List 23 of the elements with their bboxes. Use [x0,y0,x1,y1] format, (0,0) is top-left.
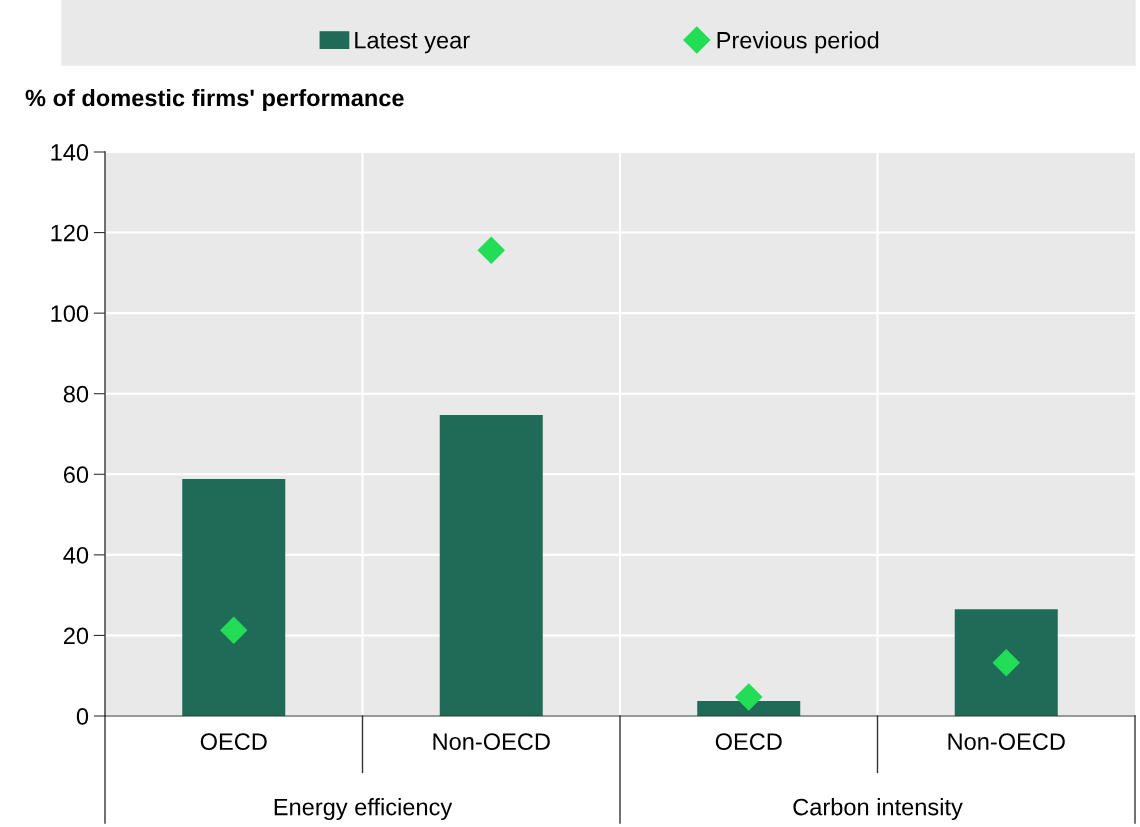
legend-label: Previous period [717,31,879,54]
x-tick-label: OECD [715,733,782,751]
bar [182,479,286,716]
y-tick-label: 60 [63,466,89,484]
text: Energy efficiency [274,798,453,821]
text: Carbon intensity [793,798,963,821]
bar [954,609,1058,716]
point [477,236,505,264]
y-tick-label: 0 [76,708,89,725]
legend-label: Latest year [355,32,470,54]
y-tick-label: 120 [51,224,89,242]
x-tick-label: Non-OECD [433,733,550,751]
point [220,616,248,644]
y-tick-label: 20 [63,627,89,645]
y-tick-label: 140 [51,144,89,161]
y-axis-title: % of domestic firms' performance [25,89,404,111]
bar [439,415,543,716]
x-tick-label: OECD [200,733,267,751]
point [735,683,763,711]
y-tick-label: 100 [51,305,89,322]
x-tick-label: Non-OECD [948,733,1065,751]
y-tick-label: 80 [63,385,89,403]
y-tick-label: 40 [63,546,89,564]
